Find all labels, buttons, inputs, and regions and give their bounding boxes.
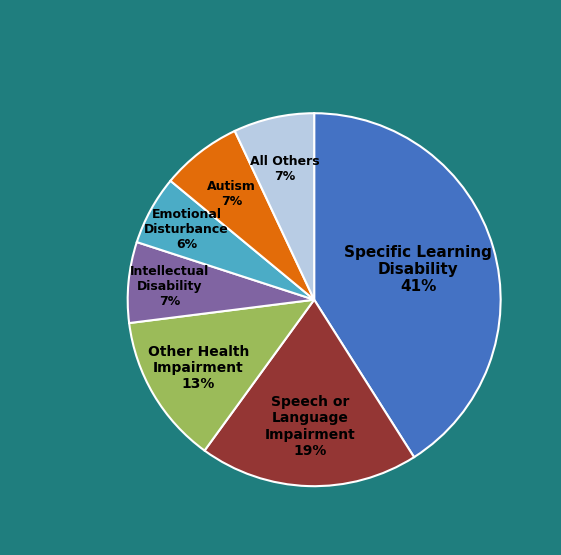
Text: Emotional
Disturbance
6%: Emotional Disturbance 6% xyxy=(144,208,229,251)
Text: Other Health
Impairment
13%: Other Health Impairment 13% xyxy=(148,345,249,391)
Wedge shape xyxy=(129,300,314,451)
Wedge shape xyxy=(137,181,314,300)
Wedge shape xyxy=(128,242,314,323)
Wedge shape xyxy=(171,131,314,300)
Text: Intellectual
Disability
7%: Intellectual Disability 7% xyxy=(130,265,209,307)
Text: Autism
7%: Autism 7% xyxy=(208,180,256,208)
Text: Speech or
Language
Impairment
19%: Speech or Language Impairment 19% xyxy=(265,395,356,458)
Wedge shape xyxy=(234,113,314,300)
Text: All Others
7%: All Others 7% xyxy=(250,155,320,183)
Wedge shape xyxy=(205,300,414,486)
Text: Specific Learning
Disability
41%: Specific Learning Disability 41% xyxy=(344,245,492,294)
Wedge shape xyxy=(314,113,500,457)
